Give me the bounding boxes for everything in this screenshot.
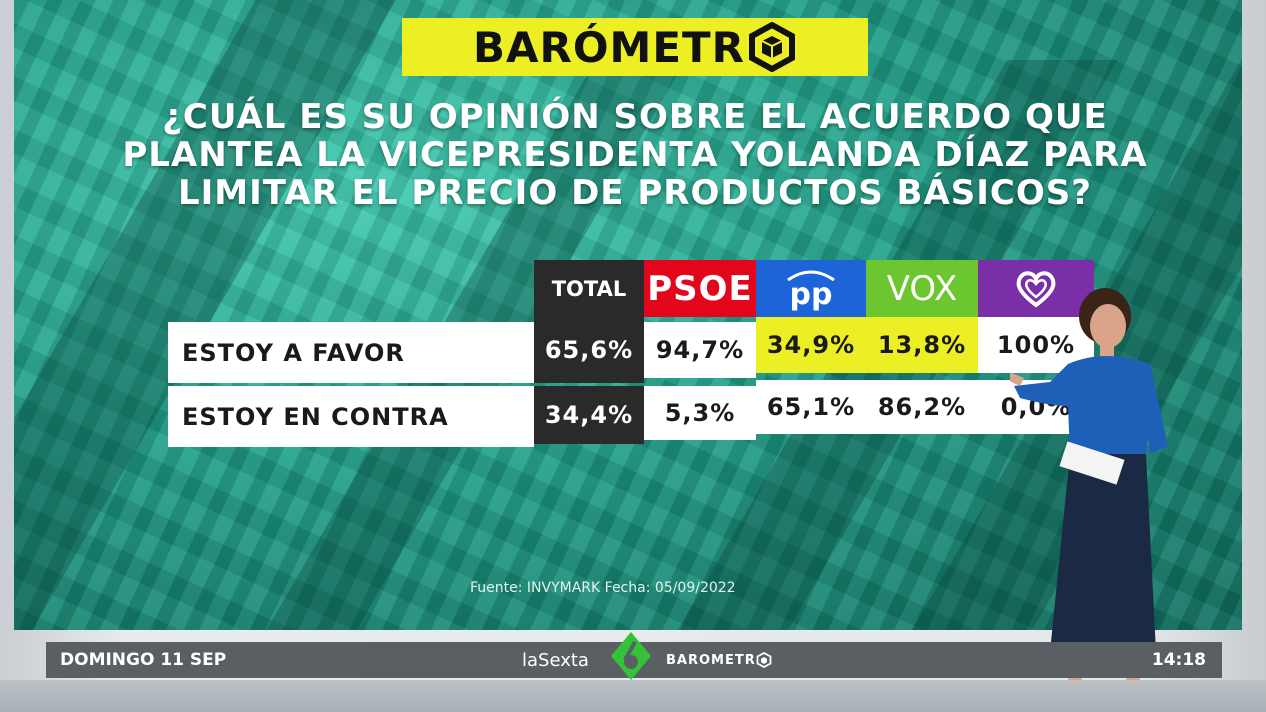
pp-logo-text: pp bbox=[790, 277, 833, 312]
column-vox-label: VOX bbox=[886, 268, 958, 309]
broadcast-date: DOMINGO 11 SEP bbox=[60, 650, 227, 670]
lower-third-bar: DOMINGO 11 SEP laSexta BAROMETR 14:18 bbox=[46, 632, 1222, 680]
cell-psoe-contra: 5,3% bbox=[644, 386, 756, 440]
cell-total-contra: 34,4% bbox=[534, 386, 644, 444]
lasexta-six-logo-icon bbox=[611, 632, 651, 680]
channel-name: laSexta bbox=[522, 649, 589, 671]
survey-question: ¿CUÁL ES SU OPINIÓN SOBRE EL ACUERDO QUE… bbox=[80, 98, 1190, 212]
cell-pp-favor: 34,9% bbox=[756, 317, 866, 373]
question-line-3: LIMITAR EL PRECIO DE PRODUCTOS BÁSICOS? bbox=[177, 173, 1092, 213]
source-caption: Fuente: INVYMARK Fecha: 05/09/2022 bbox=[470, 580, 736, 596]
pp-logo-icon: pp bbox=[787, 270, 835, 312]
column-header-vox: VOX bbox=[866, 260, 978, 317]
cell-vox-favor: 13,8% bbox=[866, 317, 978, 373]
broadcast-time: 14:18 bbox=[1151, 650, 1206, 670]
question-line-1: ¿CUÁL ES SU OPINIÓN SOBRE EL ACUERDO QUE bbox=[162, 97, 1108, 137]
row-label-text: ESTOY A FAVOR bbox=[182, 338, 405, 367]
column-header-psoe: PSOE bbox=[644, 260, 756, 317]
podemos-heart-icon bbox=[1016, 270, 1056, 308]
column-header-unidas-podemos bbox=[978, 260, 1094, 317]
hexagon-cube-icon bbox=[749, 22, 796, 72]
row-label-en-contra: ESTOY EN CONTRA bbox=[168, 386, 534, 447]
cell-psoe-favor: 94,7% bbox=[644, 322, 756, 378]
column-psoe-label: PSOE bbox=[647, 268, 753, 309]
barometro-logo: BARÓMETR bbox=[402, 18, 868, 76]
row-label-text: ESTOY EN CONTRA bbox=[182, 402, 449, 431]
studio-floor bbox=[0, 680, 1266, 712]
column-total-label: TOTAL bbox=[551, 276, 627, 301]
column-header-total: TOTAL bbox=[534, 260, 644, 317]
column-header-pp: pp bbox=[756, 260, 866, 317]
row-label-a-favor: ESTOY A FAVOR bbox=[168, 322, 534, 383]
hexagon-cube-icon bbox=[756, 652, 772, 668]
question-line-2: PLANTEA LA VICEPRESIDENTA YOLANDA DÍAZ P… bbox=[122, 135, 1148, 175]
cell-pp-contra: 65,1% bbox=[756, 380, 866, 434]
program-name-text: BAROMETR bbox=[666, 652, 756, 668]
cell-total-favor: 65,6% bbox=[534, 317, 644, 383]
logo-text: BARÓMETR bbox=[472, 22, 746, 72]
cell-vox-contra: 86,2% bbox=[866, 380, 978, 434]
program-name: BAROMETR bbox=[666, 652, 772, 668]
